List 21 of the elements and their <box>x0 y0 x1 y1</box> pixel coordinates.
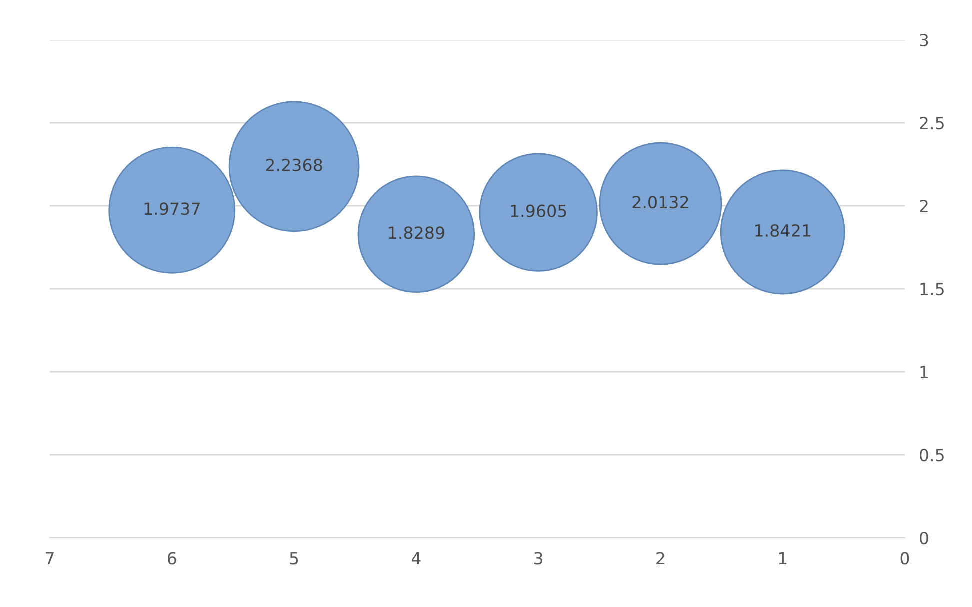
data-label: 1.9605 <box>511 204 566 218</box>
x-tick-label: 1 <box>779 552 787 565</box>
y-tick-label: 1.5 <box>920 283 944 296</box>
y-tick-label: 0 <box>920 532 928 545</box>
x-tick-label: 7 <box>46 552 54 565</box>
x-tick-label: 6 <box>168 552 176 565</box>
y-tick-label: 1 <box>920 366 928 378</box>
data-label: 1.8421 <box>756 224 810 238</box>
data-label: 2.0132 <box>632 196 688 209</box>
y-tick-label: 0.5 <box>920 448 944 462</box>
data-label: 1.8289 <box>389 226 444 240</box>
x-tick-label: 5 <box>290 552 298 565</box>
x-tick-label: 0 <box>900 552 910 565</box>
data-label: 2.2368 <box>266 158 322 172</box>
y-tick-label: 2 <box>920 200 928 212</box>
x-tick-label: 4 <box>412 552 421 565</box>
y-tick-label: 2.5 <box>920 116 944 130</box>
y-tick-label: 3 <box>920 34 928 47</box>
data-label: 1.9737 <box>144 202 200 216</box>
x-tick-label: 2 <box>656 552 664 565</box>
x-tick-label: 3 <box>534 552 543 565</box>
